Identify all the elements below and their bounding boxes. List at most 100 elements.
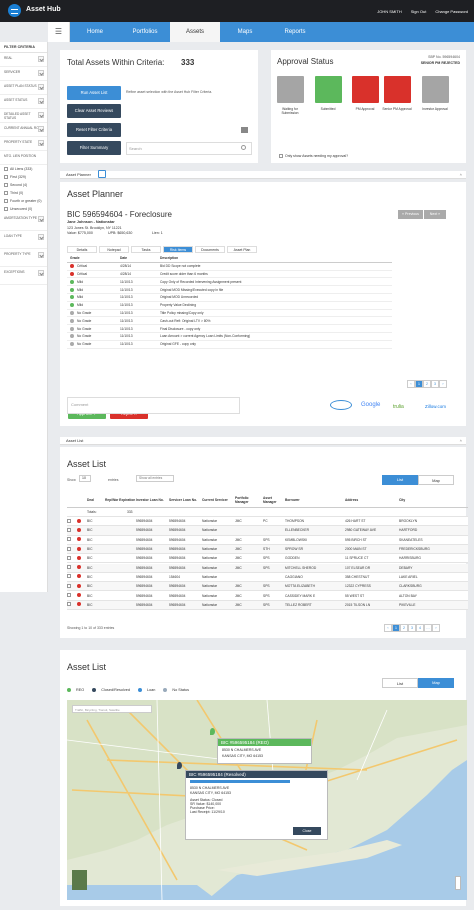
table-row[interactable]: BIC 596594604 596594604 Nationstar ELLENBECK… — [67, 526, 468, 536]
filter-row[interactable]: ASSET STATUS — [0, 95, 47, 109]
asset-map[interactable]: Traffic, Bicycling, Transit, Satellite B… — [67, 700, 467, 900]
filter-row[interactable]: EXCEPTIONS — [0, 267, 47, 285]
risk-row[interactable]: Mild 11/10/13 Property Value Declining — [67, 302, 392, 310]
user-name[interactable]: JOHN SMITH — [377, 9, 402, 14]
expand-icon[interactable] — [38, 70, 44, 76]
page-button[interactable]: ‹ — [384, 624, 392, 632]
planner-tab-details[interactable]: Details — [67, 246, 97, 253]
planner-tab-tasks[interactable]: Tasks — [131, 246, 161, 253]
nav-tab-assets[interactable]: Assets — [170, 22, 220, 42]
filter-row[interactable]: PROPERTY TYPE — [0, 249, 47, 267]
tooltip-close-button[interactable]: Close — [293, 827, 321, 835]
filter-select[interactable]: Show all entries — [136, 475, 174, 482]
lien-option[interactable]: Fourth or greater (0) — [0, 197, 47, 205]
column-header[interactable]: Rep/War Expiration — [105, 498, 136, 502]
risk-row[interactable]: No Grade 11/10/13 Loan Amount > current Ag… — [67, 333, 392, 341]
table-row[interactable]: BIC 596594604 596594604 Nationstar JMC SPS MOT… — [67, 582, 468, 592]
page-button[interactable]: 1 — [392, 624, 400, 632]
column-header[interactable]: Asset Manager — [263, 496, 277, 504]
reset-filter-criteria-button[interactable]: Reset Filter Criteria — [67, 123, 121, 137]
filter-row[interactable]: REAL — [0, 53, 47, 67]
filter-row[interactable]: LOAN TYPE — [0, 231, 47, 249]
expand-icon[interactable] — [38, 98, 44, 104]
lien-checkbox[interactable] — [4, 183, 8, 187]
table-row[interactable]: BIC 596594604 596594604 Nationstar JMC SPS MIT… — [67, 563, 468, 573]
page-button[interactable]: 3 — [408, 624, 416, 632]
row-checkbox[interactable] — [67, 546, 71, 551]
previous-button[interactable]: « Previous — [398, 210, 423, 219]
nav-tab-home[interactable]: Home — [86, 29, 103, 35]
collapse-icon[interactable]: ˄ — [459, 172, 462, 177]
sign-out-link[interactable]: Sign Out — [410, 9, 427, 14]
row-checkbox[interactable] — [67, 537, 71, 542]
column-header[interactable]: City — [399, 498, 406, 502]
planner-tab-notepad[interactable]: Notepad — [99, 246, 129, 253]
page-button[interactable]: 2 — [400, 624, 408, 632]
next-button[interactable]: Next » — [424, 210, 446, 219]
page-button[interactable]: … — [424, 624, 432, 632]
asset-hub-logo-icon[interactable] — [8, 4, 21, 17]
expand-icon[interactable] — [38, 216, 44, 222]
risk-row[interactable]: Mild 11/10/13 Original MOD Unrecorded — [67, 294, 392, 302]
zoom-control-icon[interactable] — [455, 876, 461, 890]
list-toggle-button[interactable]: List — [382, 678, 418, 688]
table-row[interactable]: BIC 596594604 596594604 Nationstar JMC SPS CAS… — [67, 591, 468, 601]
lien-option[interactable]: Unsecured (0) — [0, 205, 47, 213]
page-button[interactable]: 3 — [431, 380, 439, 388]
risk-row[interactable]: Mild 11/10/13 Copy Only of Recorded Interv… — [67, 278, 392, 287]
row-checkbox[interactable] — [67, 527, 71, 532]
approval-filter-checkbox[interactable] — [279, 154, 283, 158]
column-header[interactable]: Investor Loan No. — [136, 498, 164, 502]
lien-option[interactable]: Third (0) — [0, 189, 47, 197]
list-toggle-button[interactable]: List — [382, 475, 418, 485]
expand-icon[interactable] — [38, 112, 44, 118]
comment-input[interactable]: Comment — [67, 397, 240, 414]
filter-row[interactable]: DETAILED ASSET STATUS — [0, 109, 47, 123]
expand-icon[interactable] — [38, 84, 44, 90]
table-row[interactable]: BIC 596594604 154604 Nationstar CAGGIANO 358 … — [67, 572, 468, 583]
row-checkbox[interactable] — [67, 602, 71, 607]
page-button[interactable]: › — [432, 624, 440, 632]
table-row[interactable]: BIC 596594604 596594604 Nationstar JMC STH SPR… — [67, 544, 468, 555]
export-icon[interactable] — [241, 127, 248, 133]
nav-tab-reports[interactable]: Reports — [284, 29, 306, 35]
entries-select[interactable]: 10 — [79, 475, 91, 482]
planner-tab-documents[interactable]: Documents — [195, 246, 225, 253]
risk-row[interactable]: No Grade 11/10/13 Title Policy missing/Cop… — [67, 310, 392, 318]
menu-toggle-button[interactable]: ☰ — [48, 22, 70, 42]
expand-icon[interactable] — [38, 126, 44, 132]
clear-asset-reviews-button[interactable]: Clear Asset Reviews — [67, 104, 121, 118]
page-button[interactable]: ‹ — [407, 380, 415, 388]
run-asset-list-button[interactable]: Run Asset List — [67, 86, 121, 100]
map-toggle-button[interactable]: Map — [418, 475, 454, 485]
risk-row[interactable]: Mild 11/10/13 Original MOD Missing/Execute… — [67, 286, 392, 294]
risk-row[interactable]: No Grade 11/10/13 Original GFE - copy only — [67, 341, 392, 349]
expand-icon[interactable] — [38, 270, 44, 276]
filter-row[interactable]: MTG. LIEN POSITION — [0, 151, 47, 165]
table-row[interactable]: BIC 596594604 596594604 Nationstar JMC SPS GOD… — [67, 554, 468, 564]
risk-row[interactable]: Critical 4/28/14 Credit score older than 6… — [67, 271, 392, 279]
lien-checkbox[interactable] — [4, 207, 8, 211]
lien-checkbox[interactable] — [4, 167, 8, 171]
collapse-icon[interactable]: ˄ — [459, 438, 462, 443]
map-toggle-button[interactable]: Map — [418, 678, 454, 688]
row-checkbox[interactable] — [67, 593, 71, 598]
filter-row[interactable]: CURRENT ANNUAL ROI — [0, 123, 47, 137]
risk-row[interactable]: No Grade 11/10/13 Cash-out Refi: Original … — [67, 317, 392, 326]
expand-icon[interactable] — [38, 56, 44, 62]
lien-option[interactable]: All Liens (333) — [0, 165, 47, 173]
page-button[interactable]: 2 — [423, 380, 431, 388]
nav-tab-maps[interactable]: Maps — [237, 29, 253, 35]
risk-row[interactable]: No Grade 11/10/13 Final Disclosure - copy … — [67, 325, 392, 333]
risk-row[interactable]: Critical 4/28/14 Bid DD Scope not complete — [67, 263, 392, 271]
page-button[interactable]: 4 — [416, 624, 424, 632]
page-button[interactable]: › — [439, 380, 447, 388]
lien-option[interactable]: Second (4) — [0, 181, 47, 189]
table-row[interactable]: BIC 596594604 596594604 Nationstar JMC SPS TEL… — [67, 600, 468, 610]
row-checkbox[interactable] — [67, 574, 71, 579]
column-header[interactable]: Servicer Loan No. — [169, 498, 198, 502]
expand-icon[interactable] — [38, 252, 44, 258]
filter-row[interactable]: PROPERTY STATE — [0, 137, 47, 151]
lien-checkbox[interactable] — [4, 191, 8, 195]
filter-row[interactable]: AMORTIZATION TYPE — [0, 213, 47, 231]
